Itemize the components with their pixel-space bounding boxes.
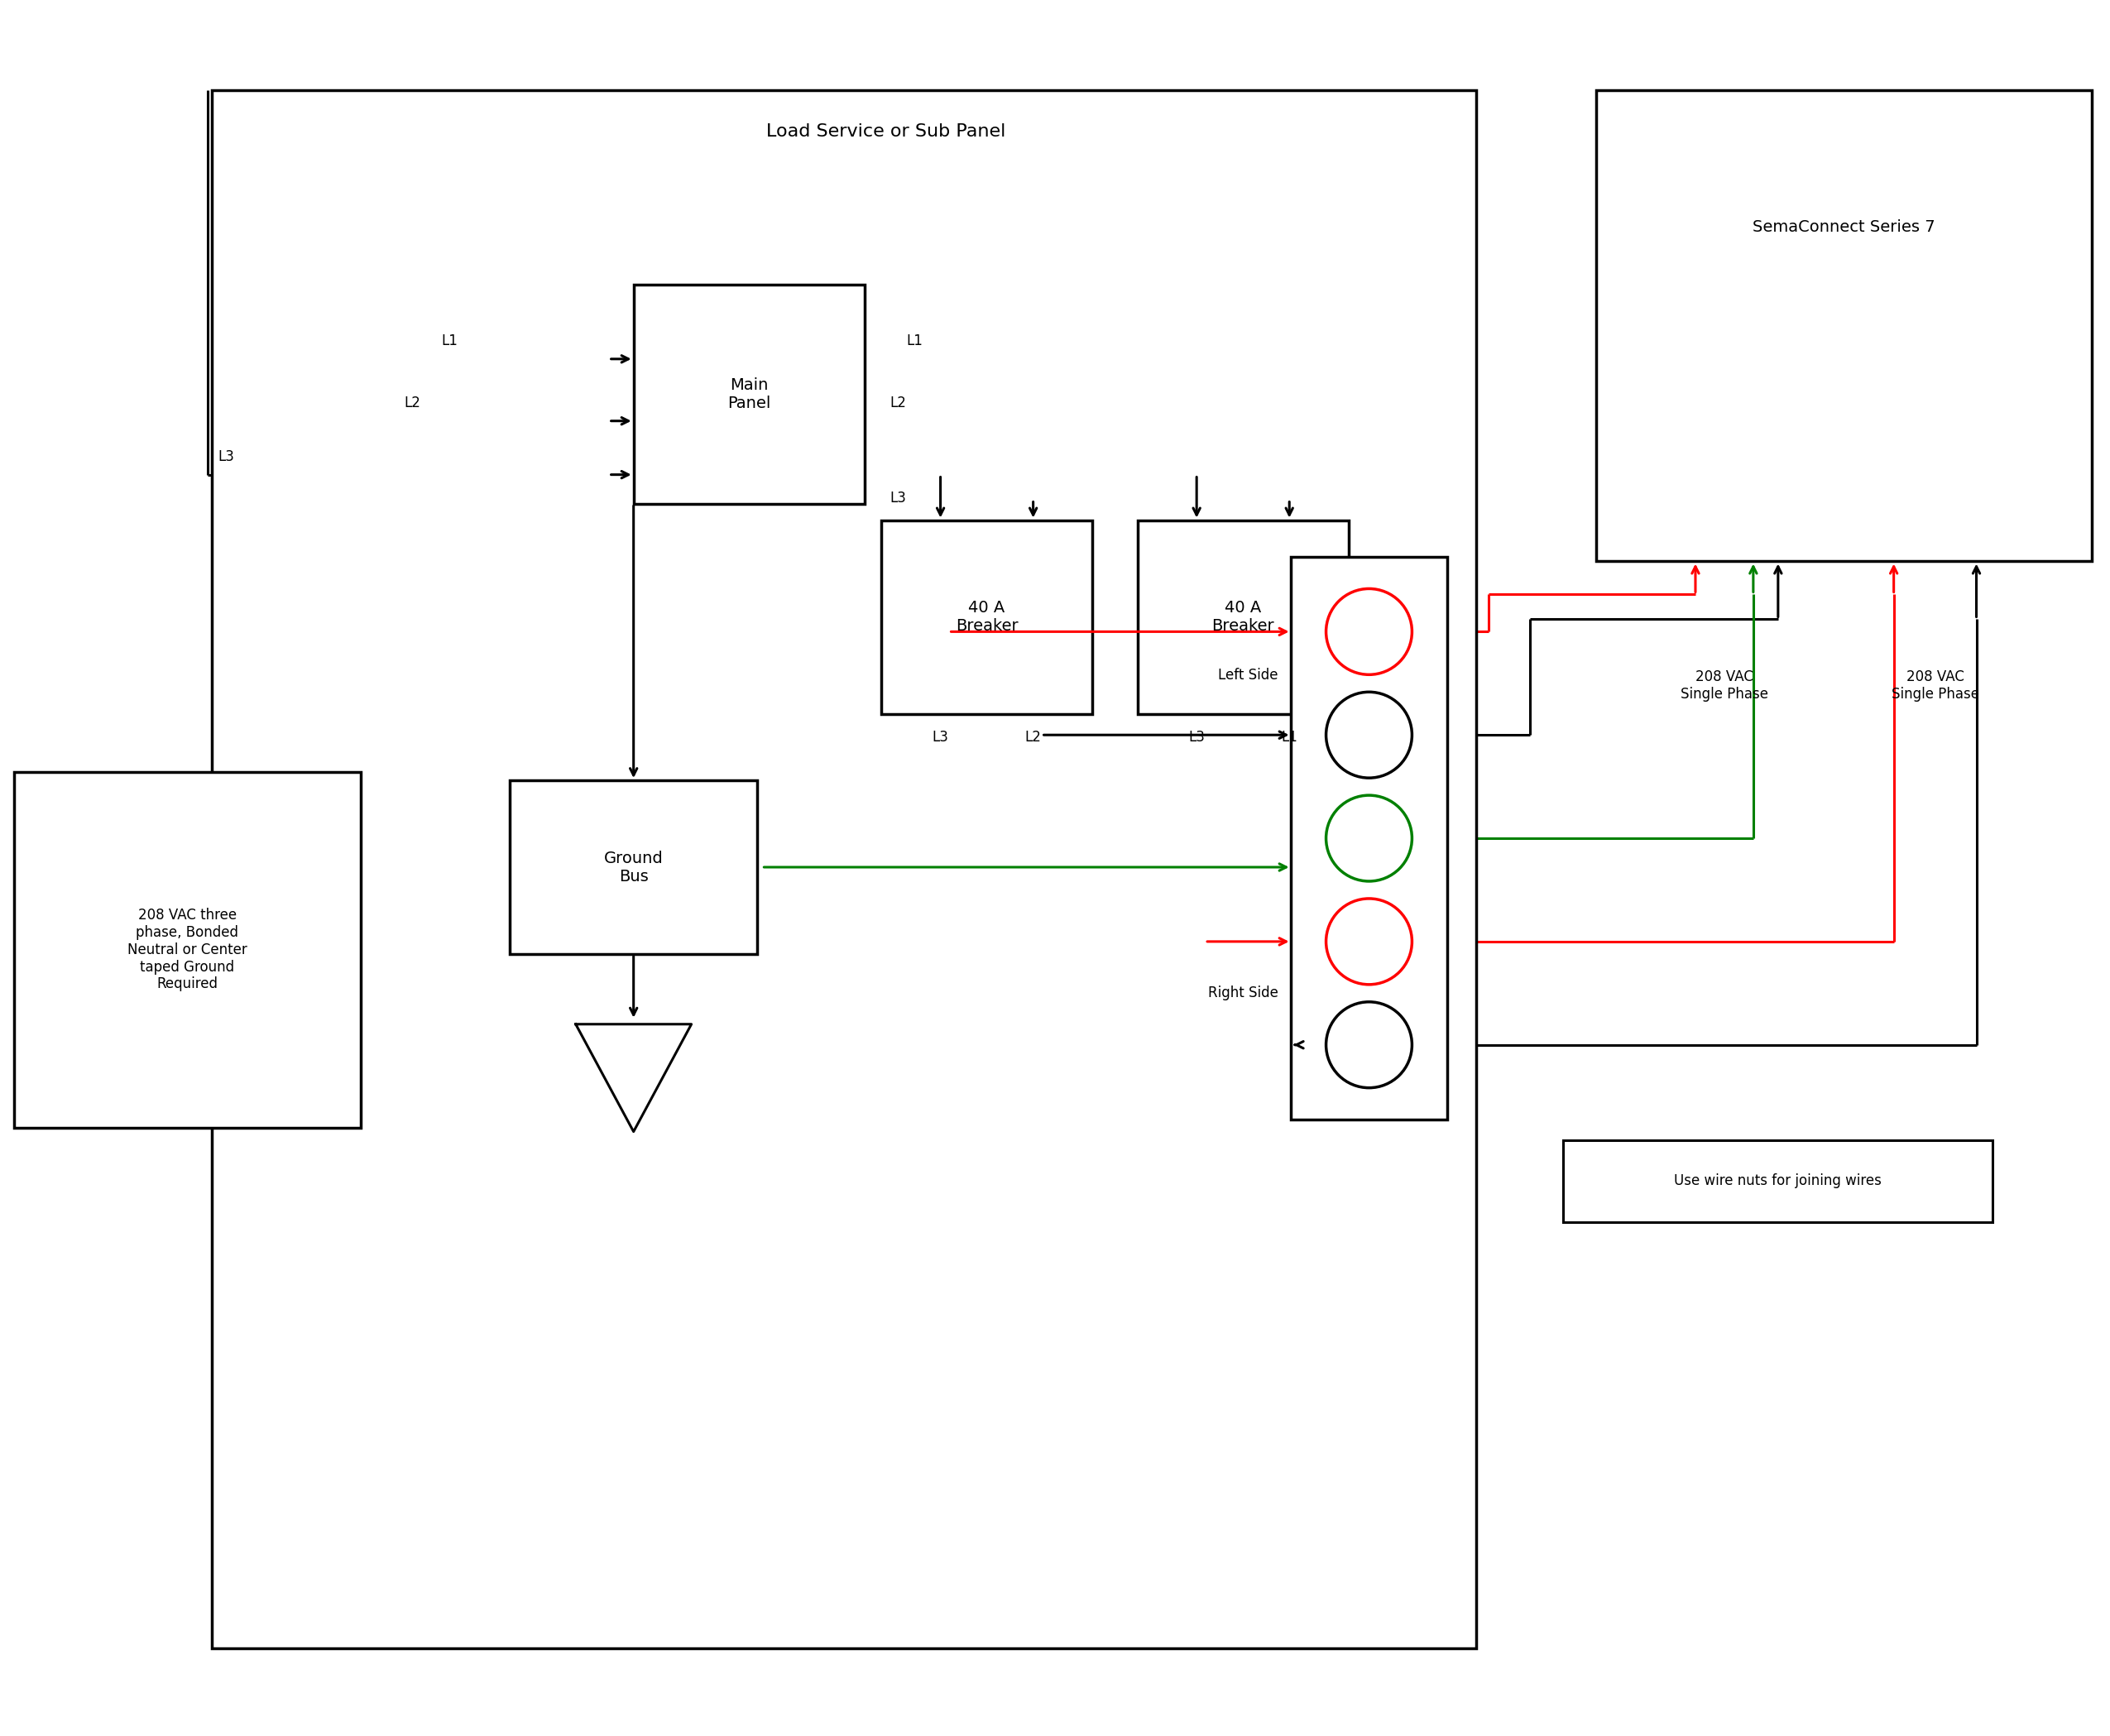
Text: 208 VAC three
phase, Bonded
Neutral or Center
taped Ground
Required: 208 VAC three phase, Bonded Neutral or C… bbox=[127, 908, 247, 991]
Text: 40 A
Breaker: 40 A Breaker bbox=[1211, 601, 1274, 634]
Bar bbox=[15, 773, 361, 1127]
Text: L2: L2 bbox=[405, 396, 420, 410]
Text: Right Side: Right Side bbox=[1207, 986, 1279, 1000]
Text: Main
Panel: Main Panel bbox=[728, 377, 770, 411]
Text: L3: L3 bbox=[217, 450, 234, 464]
Text: L1: L1 bbox=[441, 333, 458, 349]
Bar bbox=[1137, 521, 1348, 713]
Circle shape bbox=[1325, 795, 1412, 882]
Text: Load Service or Sub Panel: Load Service or Sub Panel bbox=[766, 123, 1004, 141]
Bar bbox=[1564, 1141, 1994, 1222]
Text: SemaConnect Series 7: SemaConnect Series 7 bbox=[1753, 219, 1935, 234]
Text: L1: L1 bbox=[1281, 731, 1298, 745]
Bar bbox=[1597, 90, 2093, 561]
Text: Ground
Bus: Ground Bus bbox=[603, 851, 663, 884]
Text: 208 VAC
Single Phase: 208 VAC Single Phase bbox=[1891, 670, 1979, 701]
Circle shape bbox=[1325, 589, 1412, 675]
Text: Left Side: Left Side bbox=[1217, 668, 1279, 682]
Bar bbox=[633, 285, 865, 503]
Text: L3: L3 bbox=[890, 490, 905, 505]
Bar bbox=[213, 90, 1477, 1647]
Bar bbox=[1291, 557, 1447, 1120]
Bar bbox=[882, 521, 1093, 713]
Text: 208 VAC
Single Phase: 208 VAC Single Phase bbox=[1680, 670, 1768, 701]
Circle shape bbox=[1325, 899, 1412, 984]
Text: 40 A
Breaker: 40 A Breaker bbox=[956, 601, 1019, 634]
Text: L3: L3 bbox=[933, 731, 949, 745]
Bar bbox=[511, 781, 757, 955]
Text: Use wire nuts for joining wires: Use wire nuts for joining wires bbox=[1673, 1174, 1882, 1189]
Text: L3: L3 bbox=[1188, 731, 1205, 745]
Circle shape bbox=[1325, 1002, 1412, 1088]
Circle shape bbox=[1325, 693, 1412, 778]
Text: L2: L2 bbox=[1025, 731, 1042, 745]
Text: L2: L2 bbox=[890, 396, 905, 410]
Text: L1: L1 bbox=[907, 333, 922, 349]
